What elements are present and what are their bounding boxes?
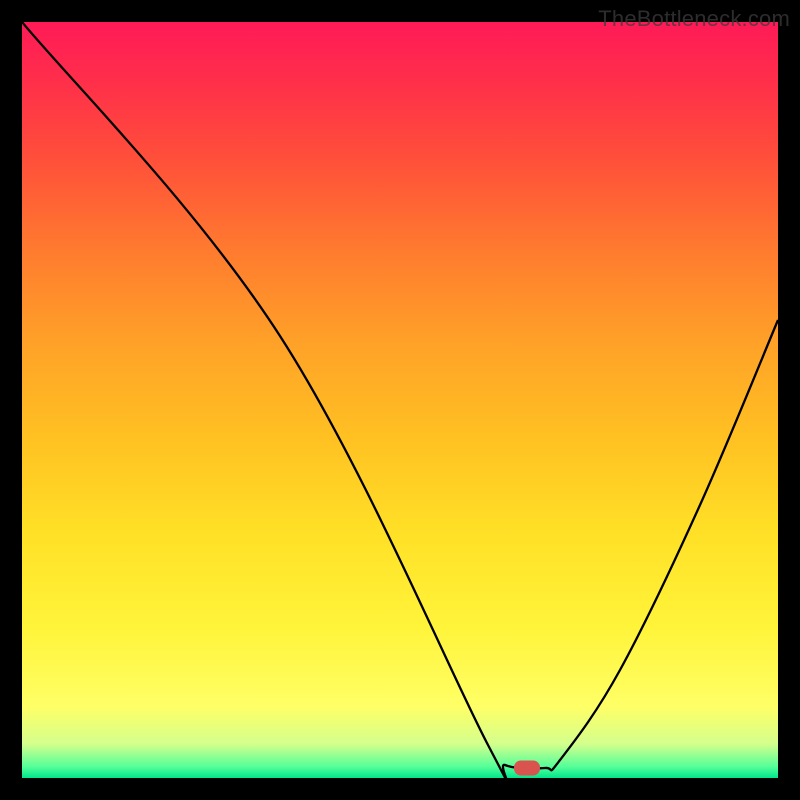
plot-background (22, 22, 778, 778)
chart-svg (0, 0, 800, 800)
bottleneck-chart: TheBottleneck.com (0, 0, 800, 800)
optimal-marker (514, 761, 540, 776)
